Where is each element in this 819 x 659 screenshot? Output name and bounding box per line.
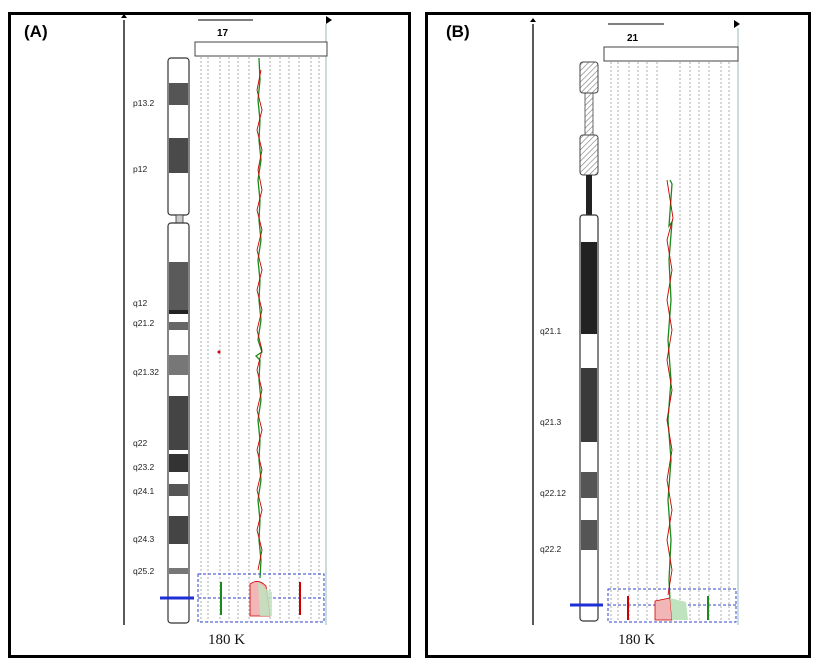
panel-a-label: (A) xyxy=(24,22,48,41)
panel-b-chromosome-number: 21 xyxy=(627,33,639,44)
band-label: q21.2 xyxy=(133,318,155,328)
band-label: q24.3 xyxy=(133,534,155,544)
panel-b-axis-header xyxy=(603,46,739,62)
outlier-point xyxy=(217,350,221,354)
panel-a-chromosome-number: 17 xyxy=(217,28,229,39)
band-label: p13.2 xyxy=(133,98,155,108)
panel-b-gridlines xyxy=(610,62,730,622)
panel-b-top-marker xyxy=(530,18,536,22)
panel-a-axis-header xyxy=(194,41,328,57)
band-label: q23.2 xyxy=(133,462,155,472)
band-label: q24.1 xyxy=(133,486,155,496)
band-label: q21.3 xyxy=(540,417,562,427)
panel-a-footer: 180 K xyxy=(208,632,246,648)
panel-b-loss-region xyxy=(654,597,673,621)
panel-b-label: (B) xyxy=(446,22,470,41)
band-label: q22 xyxy=(133,438,148,448)
panel-b-gain-region xyxy=(670,598,688,620)
band-label: q21.32 xyxy=(133,367,159,377)
panel-b-footer: 180 K xyxy=(618,632,656,648)
panel-b-copy-number-trace xyxy=(666,179,674,601)
band-label: q25.2 xyxy=(133,566,155,576)
band-label: q22.12 xyxy=(540,488,566,498)
panel-a-copy-number-trace xyxy=(217,57,263,579)
panel-b-right-arrow xyxy=(734,20,740,28)
panel-a-top-marker xyxy=(121,14,127,18)
chromosome-17-ideogram xyxy=(167,57,190,624)
band-label: q12 xyxy=(133,298,148,308)
band-label: p12 xyxy=(133,164,148,174)
band-label: q21.1 xyxy=(540,326,562,336)
band-label: q22.2 xyxy=(540,544,562,554)
panel-a xyxy=(8,12,411,658)
panel-a-right-arrow xyxy=(326,16,332,24)
panel-a-gain-region xyxy=(258,582,272,616)
chromosome-21-ideogram xyxy=(579,61,599,622)
